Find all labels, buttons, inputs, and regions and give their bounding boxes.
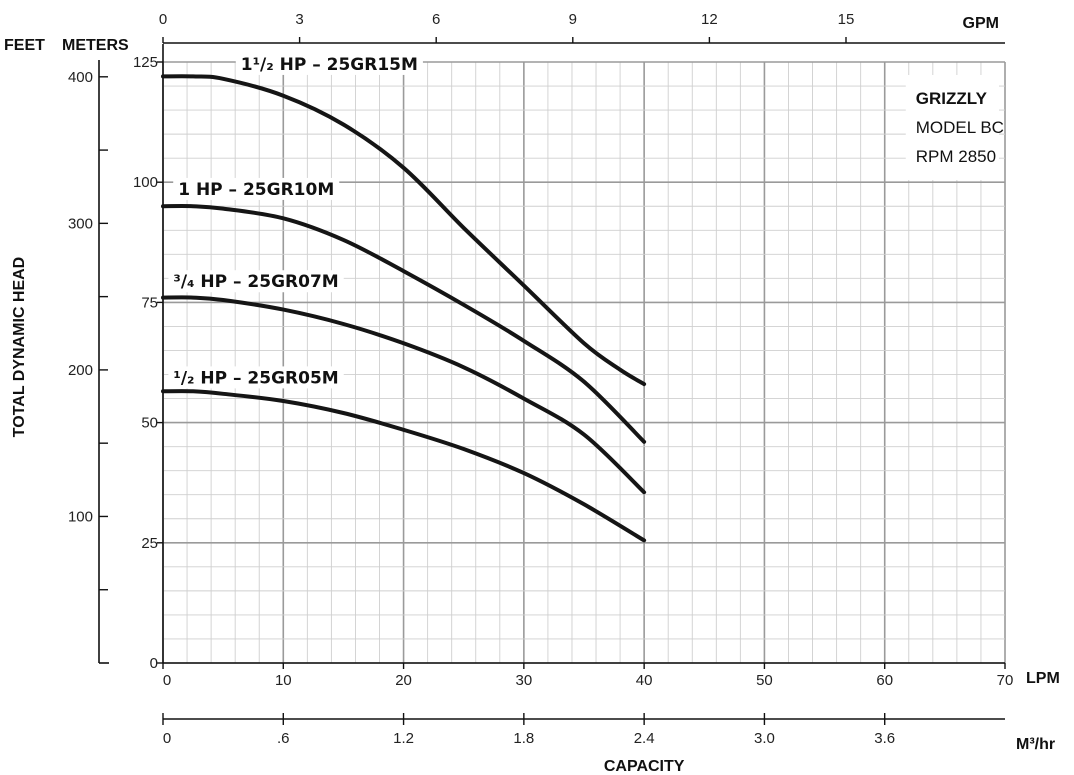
series-line	[161, 389, 647, 543]
series-label: ³/₄ HP – 25GR07M	[173, 272, 338, 292]
y-tick-label: 25	[141, 535, 158, 552]
m3hr-tick-label: .6	[277, 730, 290, 747]
x-tick-label: 20	[395, 672, 412, 689]
y-tick-label: 0	[150, 655, 158, 672]
x-tick-label: 50	[756, 672, 773, 689]
feet-tick-label: 100	[68, 508, 93, 525]
meters-unit-label: METERS	[62, 37, 129, 54]
x-tick-label: 40	[636, 672, 653, 689]
m3hr-tick-label: 0	[163, 730, 171, 747]
info-brand: GRIZZLY	[916, 89, 988, 108]
gpm-tick-label: 3	[295, 11, 303, 28]
info-box-background	[905, 75, 999, 180]
m3hr-tick-label: 3.6	[874, 730, 895, 747]
y-tick-label: 50	[141, 415, 158, 432]
y-tick-label: 125	[133, 54, 158, 71]
y-tick-label: 100	[133, 174, 158, 191]
info-rpm: RPM 2850	[916, 147, 996, 166]
gpm-tick-label: 9	[569, 11, 577, 28]
series	[161, 74, 647, 543]
gpm-tick-label: 12	[701, 11, 718, 28]
x-tick-label: 0	[163, 672, 171, 689]
x-tick-label: 30	[516, 672, 533, 689]
feet-tick-label: 300	[68, 215, 93, 232]
series-label-background	[173, 177, 340, 200]
y-tick-label: 75	[141, 294, 158, 311]
x-tick-label: 70	[997, 672, 1014, 689]
x-tick-label: 60	[876, 672, 893, 689]
lpm-unit-label: LPM	[1026, 670, 1060, 687]
x-axis-title: CAPACITY	[604, 758, 685, 775]
series-label: 1 HP – 25GR10M	[178, 180, 334, 200]
gpm-tick-label: 0	[159, 11, 167, 28]
y-axis-title: TOTAL DYNAMIC HEAD	[11, 257, 28, 437]
series-line	[161, 74, 647, 387]
gpm-tick-label: 15	[838, 11, 855, 28]
series-label-background	[235, 52, 423, 75]
m3hr-tick-label: 1.8	[513, 730, 534, 747]
series-label: ¹/₂ HP – 25GR05M	[173, 368, 338, 388]
gpm-unit-label: GPM	[963, 15, 999, 32]
series-label-background	[168, 366, 344, 389]
m3hr-tick-label: 2.4	[634, 730, 655, 747]
series-label: 1¹/₂ HP – 25GR15M	[241, 55, 418, 75]
tick-labels: 0 10 20 30 40 50 60 70 0 25 50 75 100 125 0 3 6 9 12 15 100 2…	[68, 11, 1013, 747]
feet-tick-label: 200	[68, 362, 93, 379]
axes	[98, 37, 1006, 725]
m3hr-tick-label: 1.2	[393, 730, 414, 747]
feet-unit-label: FEET	[4, 37, 45, 54]
series-label-background	[168, 270, 344, 293]
x-tick-label: 10	[275, 672, 292, 689]
series-labels: 1¹/₂ HP – 25GR15M 1 HP – 25GR10M ³/₄ HP – …	[168, 52, 423, 389]
m3hr-unit-label: M³/hr	[1016, 736, 1055, 753]
series-line	[161, 295, 647, 495]
info-box: GRIZZLY MODEL BC RPM 2850	[905, 75, 1004, 180]
grid	[162, 61, 1006, 664]
info-model: MODEL BC	[916, 118, 1004, 137]
gpm-tick-label: 6	[432, 11, 440, 28]
series-line	[161, 204, 647, 444]
feet-tick-label: 400	[68, 69, 93, 86]
m3hr-tick-label: 3.0	[754, 730, 775, 747]
